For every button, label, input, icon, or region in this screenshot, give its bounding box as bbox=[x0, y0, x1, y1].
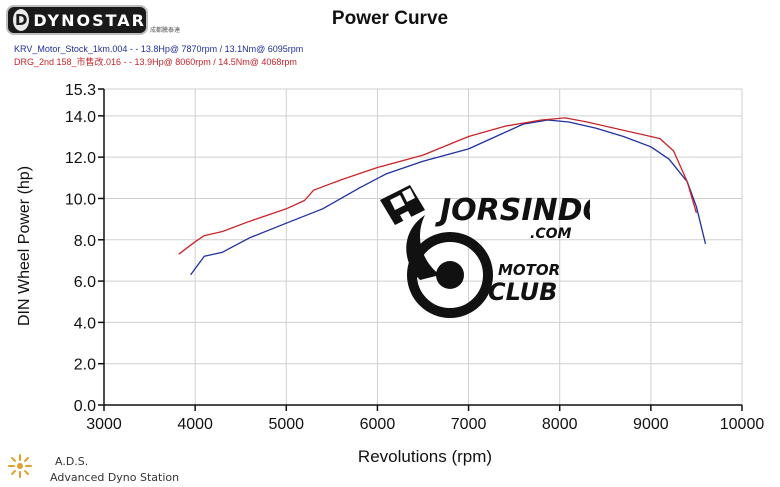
tick-labels: 3000 4000 5000 6000 7000 8000 9000 10000 0.0 2.0 4… bbox=[65, 82, 764, 433]
x-tick-label: 4000 bbox=[177, 416, 213, 433]
watermark-domain: .COM bbox=[530, 226, 571, 242]
grid-lines bbox=[104, 88, 743, 405]
y-tick-label: 12.0 bbox=[65, 150, 96, 167]
dynostar-badge-icon: D bbox=[13, 9, 30, 31]
chart-title: Power Curve bbox=[331, 8, 449, 29]
jorsindo-watermark: JORSINDO .COM MOTOR CLUB bbox=[380, 185, 590, 318]
logo-subtext: 成都騰泰達 bbox=[150, 27, 181, 34]
x-tick-label: 7000 bbox=[451, 416, 487, 433]
y-tick-label: 10.0 bbox=[65, 191, 96, 208]
x-tick-label: 8000 bbox=[542, 416, 578, 433]
dynostar-logo: D DYNOSTAR bbox=[6, 5, 148, 35]
y-tick-label: 14.0 bbox=[65, 109, 96, 126]
series-line-2 bbox=[178, 117, 698, 255]
watermark-motor: MOTOR bbox=[498, 261, 560, 279]
checkered-flag-wheel-icon bbox=[380, 185, 493, 318]
watermark-club: CLUB bbox=[488, 278, 557, 306]
y-axis-label: DIN Wheel Power (hp) bbox=[16, 166, 33, 326]
ads-subtitle: Advanced Dyno Station bbox=[50, 471, 180, 484]
y-tick-label: 6.0 bbox=[74, 274, 96, 291]
y-tick-label: 15.3 bbox=[65, 82, 96, 99]
y-tick-label: 2.0 bbox=[74, 357, 96, 374]
y-tick-label: 0.0 bbox=[74, 398, 96, 415]
watermark-name: JORSINDO bbox=[435, 193, 590, 228]
run2-legend-text: DRG_2nd 158_市售改.016 - - 13.9Hp@ 8060rpm … bbox=[14, 57, 297, 67]
logo-text: DYNOSTAR bbox=[33, 10, 146, 30]
x-tick-label: 3000 bbox=[86, 416, 122, 433]
y-tick-label: 8.0 bbox=[74, 233, 96, 250]
ads-logo-icon bbox=[8, 454, 32, 478]
axes bbox=[98, 88, 743, 411]
y-tick-label: 4.0 bbox=[74, 315, 96, 332]
x-tick-label: 6000 bbox=[360, 416, 396, 433]
run1-legend-text: KRV_Motor_Stock_1km.004 - - 13.8Hp@ 7870… bbox=[14, 44, 304, 54]
x-tick-label: 9000 bbox=[633, 416, 669, 433]
x-axis-label: Revolutions (rpm) bbox=[358, 447, 492, 466]
ads-name: A.D.S. bbox=[55, 455, 89, 468]
series-lines bbox=[178, 117, 707, 276]
x-tick-label: 5000 bbox=[268, 416, 304, 433]
x-tick-label: 10000 bbox=[720, 416, 765, 433]
series-line-1 bbox=[190, 119, 707, 276]
